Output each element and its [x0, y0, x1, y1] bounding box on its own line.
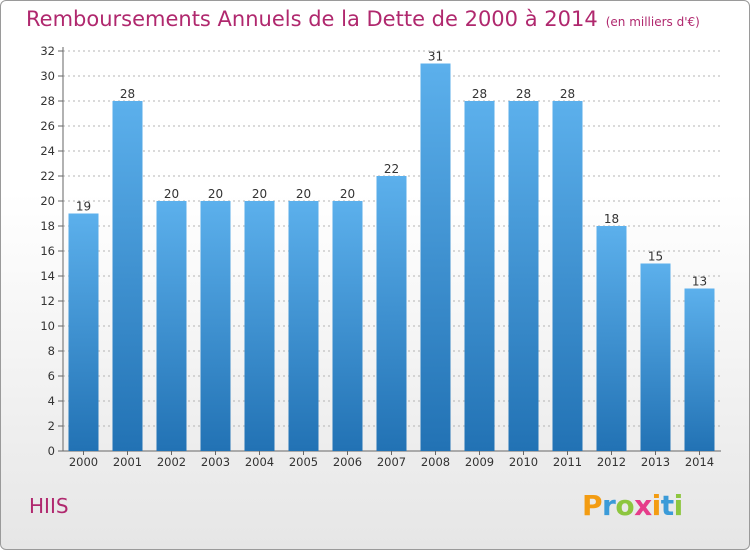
y-tick-label: 8	[48, 344, 55, 358]
bars	[68, 63, 715, 451]
y-tick-label: 0	[48, 444, 55, 458]
x-tick-label-2012: 2012	[597, 455, 626, 469]
bar-2007	[376, 176, 407, 451]
commune-name: HIIS	[29, 494, 69, 518]
x-tick-label-2008: 2008	[421, 455, 450, 469]
x-tick-label-2007: 2007	[377, 455, 406, 469]
bar-2010	[508, 101, 539, 451]
bar-2002	[156, 201, 187, 451]
bar-value-label-2005: 20	[296, 187, 311, 201]
bar-value-label-2011: 28	[560, 87, 575, 101]
x-tick-label-2011: 2011	[553, 455, 582, 469]
chart-subtitle: (en milliers d'€)	[605, 15, 700, 29]
chart-title: Remboursements Annuels de la Dette de 20…	[26, 7, 700, 31]
logo-letter: i	[651, 489, 662, 522]
x-tick-label-2010: 2010	[509, 455, 538, 469]
logo-letter: x	[634, 489, 652, 522]
x-tick-label-2013: 2013	[641, 455, 670, 469]
y-tick-label: 16	[40, 244, 55, 258]
x-tick-label-2000: 2000	[69, 455, 98, 469]
x-tick-label-2014: 2014	[685, 455, 714, 469]
x-tick-label-2001: 2001	[113, 455, 142, 469]
y-tick-label: 22	[40, 169, 55, 183]
y-tick-label: 28	[40, 94, 55, 108]
bar-2000	[68, 213, 99, 451]
bar-value-label-2002: 20	[164, 187, 179, 201]
bar-2012	[596, 226, 627, 451]
bar-value-label-2008: 31	[428, 50, 443, 64]
bar-value-label-2013: 15	[648, 250, 663, 264]
bar-value-label-2001: 28	[120, 87, 135, 101]
bar-2001	[112, 101, 143, 451]
y-tick-label: 32	[40, 44, 55, 58]
y-tick-label: 6	[48, 369, 55, 383]
bar-value-label-2004: 20	[252, 187, 267, 201]
x-tick-label-2009: 2009	[465, 455, 494, 469]
proxiti-logo: Proxiti	[582, 489, 683, 522]
bar-2006	[332, 201, 363, 451]
logo-letter: i	[673, 489, 684, 522]
x-tick-label-2002: 2002	[157, 455, 186, 469]
bar-value-label-2012: 18	[604, 212, 619, 226]
bar-2008	[420, 63, 451, 451]
bar-value-label-2003: 20	[208, 187, 223, 201]
bar-value-label-2000: 19	[76, 200, 91, 214]
logo-letter: P	[582, 489, 603, 522]
bar-2003	[200, 201, 231, 451]
x-tick-label-2003: 2003	[201, 455, 230, 469]
bar-value-label-2010: 28	[516, 87, 531, 101]
y-tick-label: 24	[40, 144, 55, 158]
bar-value-label-2009: 28	[472, 87, 487, 101]
y-tick-label: 30	[40, 69, 55, 83]
y-tick-label: 12	[40, 294, 55, 308]
bar-value-label-2014: 13	[692, 275, 707, 289]
y-tick-label: 2	[48, 419, 55, 433]
bar-2013	[640, 263, 671, 451]
x-tick-label-2004: 2004	[245, 455, 274, 469]
bar-value-label-2007: 22	[384, 162, 399, 176]
y-tick-label: 10	[40, 319, 55, 333]
bar-2009	[464, 101, 495, 451]
y-tick-label: 20	[40, 194, 55, 208]
logo-letter: t	[660, 489, 674, 522]
logo-letter: r	[602, 489, 616, 522]
bar-2004	[244, 201, 275, 451]
y-tick-label: 26	[40, 119, 55, 133]
y-tick-label: 4	[48, 394, 55, 408]
x-tick-label-2006: 2006	[333, 455, 362, 469]
chart-title-main: Remboursements Annuels de la Dette de 20…	[26, 7, 598, 31]
bar-value-label-2006: 20	[340, 187, 355, 201]
bar-2014	[684, 288, 715, 451]
y-tick-label: 18	[40, 219, 55, 233]
bar-2011	[552, 101, 583, 451]
x-tick-label-2005: 2005	[289, 455, 318, 469]
logo-letter: o	[615, 489, 635, 522]
y-tick-label: 14	[40, 269, 55, 283]
bar-value-labels: 19 28 20 20 20 20 20 22 31 28 28 28 18 15 13	[76, 50, 707, 289]
x-tick-labels: 2000 2001 2002 2003 2004 2005 2006 2007 2008 2009…	[69, 455, 714, 469]
bar-2005	[288, 201, 319, 451]
